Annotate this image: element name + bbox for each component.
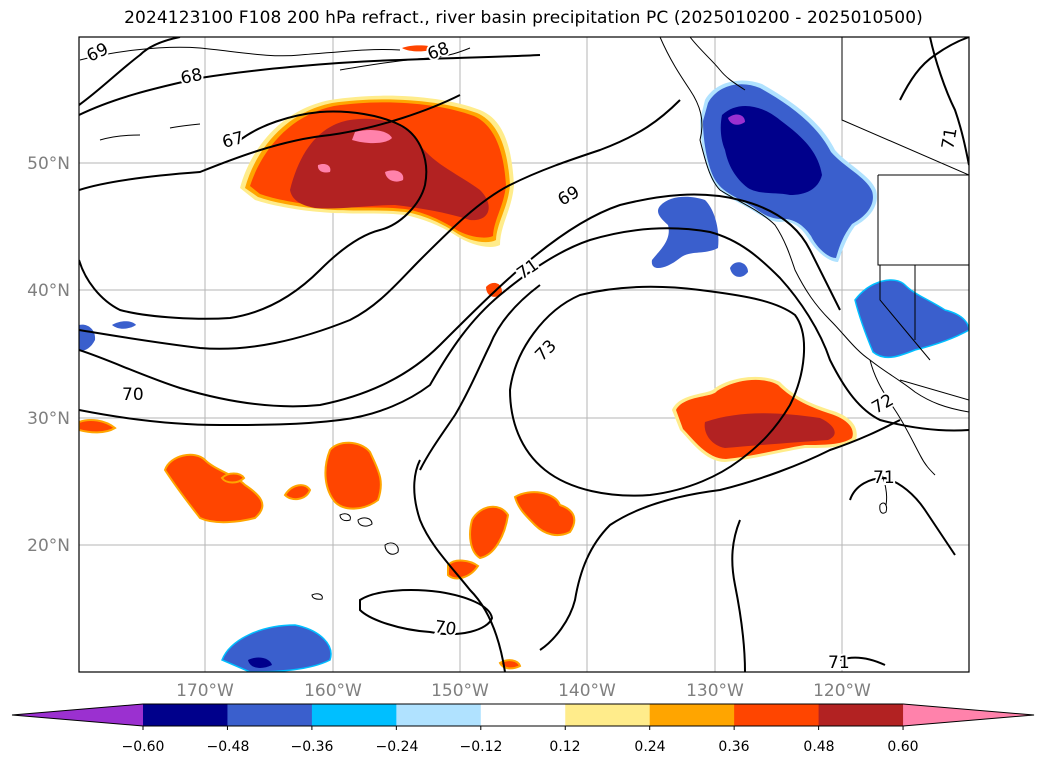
- colorbar-tick-label: −0.12: [460, 739, 503, 755]
- lon-tick-label: 160°W: [304, 681, 362, 701]
- contour-label: 70: [433, 617, 457, 640]
- colorbar: [11, 703, 1035, 730]
- colorbar-tick-label: 0.36: [718, 739, 749, 755]
- colorbar-extend-min: [12, 704, 143, 726]
- colorbar-segment: [480, 704, 566, 726]
- colorbar-tick-label: 0.48: [803, 739, 834, 755]
- map-frame: [78, 36, 970, 673]
- lon-tick-labels: 170°W 160°W 150°W 140°W 130°W 120°W: [176, 681, 871, 701]
- colorbar-segment: [734, 704, 820, 726]
- lat-tick-label: 50°N: [27, 154, 70, 174]
- contour-label: 70: [122, 385, 144, 405]
- colorbar-tick-label: −0.60: [122, 739, 165, 755]
- lon-tick-label: 140°W: [558, 681, 616, 701]
- contour-label: 71: [873, 468, 895, 488]
- coastlines: [79, 37, 969, 506]
- colorbar-tick-label: 0.12: [549, 739, 580, 755]
- precip-negative-north: [651, 80, 877, 277]
- colorbar-segment: [649, 704, 735, 726]
- lat-tick-label: 20°N: [27, 536, 70, 556]
- map-area: [79, 37, 969, 672]
- colorbar-extend-max: [903, 704, 1035, 726]
- lon-tick-label: 170°W: [176, 681, 234, 701]
- precip-positive-north: [240, 45, 514, 297]
- lon-tick-label: 120°W: [813, 681, 871, 701]
- lon-tick-label: 150°W: [431, 681, 489, 701]
- colorbar-tick-label: 0.60: [887, 739, 918, 755]
- contour-label: 71: [828, 653, 850, 673]
- precip-positive-baja: [672, 376, 857, 462]
- precip-positive-south: [79, 419, 576, 670]
- colorbar-segment: [227, 704, 313, 726]
- colorbar-segment: [818, 704, 904, 726]
- hawaii-islands: [311, 502, 887, 600]
- colorbar-segment: [396, 704, 482, 726]
- lat-tick-labels: 50°N 40°N 30°N 20°N: [27, 154, 70, 556]
- colorbar-tick-label: −0.24: [376, 739, 419, 755]
- colorbar-tick-label: −0.36: [291, 739, 334, 755]
- colorbar-segment: [565, 704, 651, 726]
- colorbar-segment: [311, 704, 397, 726]
- colorbar-tick-label: 0.24: [634, 739, 665, 755]
- lon-tick-label: 130°W: [686, 681, 744, 701]
- colorbar-segment: [143, 704, 229, 726]
- lat-tick-label: 40°N: [27, 281, 70, 301]
- contour-label: 71: [938, 126, 961, 151]
- colorbar-tick-labels: −0.60 −0.48 −0.36 −0.24 −0.12 0.12 0.24 …: [122, 739, 919, 755]
- refractivity-contours: [79, 37, 969, 672]
- lat-tick-label: 30°N: [27, 409, 70, 429]
- colorbar-tick-label: −0.48: [207, 739, 250, 755]
- map-title: 2024123100 F108 200 hPa refract., river …: [124, 8, 923, 28]
